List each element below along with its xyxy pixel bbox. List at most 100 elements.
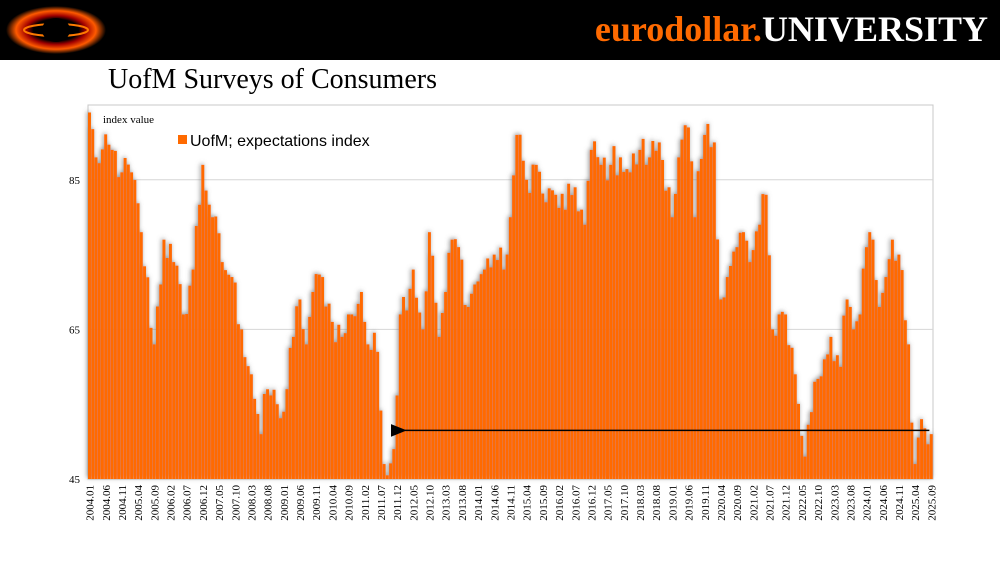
brand-part2: UNIVERSITY bbox=[761, 9, 988, 49]
bar bbox=[855, 321, 859, 479]
x-tick-label: 2018.03 bbox=[635, 485, 647, 521]
bar bbox=[473, 284, 477, 479]
bar bbox=[890, 239, 894, 479]
bar bbox=[295, 306, 299, 479]
bar bbox=[91, 129, 95, 479]
bar bbox=[761, 194, 765, 479]
x-tick-label: 2020.09 bbox=[732, 485, 744, 521]
bar bbox=[771, 329, 775, 479]
bar bbox=[538, 171, 541, 480]
bar bbox=[822, 359, 826, 479]
bar bbox=[777, 314, 781, 479]
bar bbox=[272, 389, 276, 479]
bar bbox=[606, 180, 609, 479]
x-tick-label: 2010.09 bbox=[344, 485, 356, 521]
bar bbox=[308, 316, 312, 479]
bar bbox=[576, 211, 580, 479]
bar bbox=[819, 376, 823, 479]
bar bbox=[580, 209, 584, 479]
bar bbox=[593, 141, 597, 479]
x-tick-label: 2013.03 bbox=[441, 485, 453, 521]
bar bbox=[596, 157, 600, 479]
bar bbox=[641, 138, 645, 479]
bar bbox=[729, 266, 733, 479]
bar bbox=[162, 239, 166, 479]
bar bbox=[246, 366, 250, 479]
x-tick-label: 2016.02 bbox=[554, 485, 566, 521]
bar bbox=[214, 216, 218, 479]
x-tick-label: 2019.06 bbox=[684, 485, 696, 521]
bar bbox=[693, 217, 697, 479]
bar bbox=[615, 175, 619, 479]
bar bbox=[528, 192, 532, 480]
bar bbox=[369, 349, 373, 479]
bar bbox=[372, 332, 376, 479]
x-tick-label: 2004.11 bbox=[117, 485, 129, 520]
bar bbox=[314, 274, 318, 479]
slide-title: UofM Surveys of Consumers bbox=[108, 64, 437, 95]
bar bbox=[602, 157, 606, 479]
bar bbox=[453, 239, 457, 479]
x-tick-label: 2006.02 bbox=[166, 485, 178, 521]
bar bbox=[256, 414, 260, 479]
bar bbox=[285, 389, 289, 479]
x-tick-label: 2005.09 bbox=[149, 485, 161, 521]
bar bbox=[133, 180, 137, 479]
bar bbox=[648, 157, 652, 480]
x-tick-label: 2009.11 bbox=[311, 485, 323, 520]
bar bbox=[275, 404, 279, 479]
bar bbox=[311, 292, 315, 479]
bar bbox=[100, 149, 104, 479]
x-tick-label: 2005.04 bbox=[133, 485, 145, 521]
bar bbox=[712, 142, 716, 479]
bar bbox=[421, 329, 425, 479]
bar bbox=[482, 269, 486, 479]
bar bbox=[347, 314, 350, 479]
bar bbox=[136, 203, 140, 479]
bar bbox=[337, 324, 341, 479]
bar bbox=[920, 419, 924, 479]
bar bbox=[194, 226, 198, 479]
x-tick-label: 2023.08 bbox=[845, 485, 857, 521]
bar bbox=[495, 260, 499, 479]
bar bbox=[518, 134, 522, 479]
bar bbox=[181, 314, 185, 479]
bar bbox=[298, 299, 302, 479]
bar bbox=[146, 277, 150, 479]
bar bbox=[800, 435, 804, 479]
bar bbox=[243, 357, 247, 479]
bar bbox=[512, 175, 516, 479]
x-tick-label: 2018.08 bbox=[651, 485, 663, 521]
bar bbox=[159, 284, 163, 479]
x-tick-label: 2011.07 bbox=[376, 485, 388, 521]
bar bbox=[719, 299, 723, 479]
bar bbox=[470, 293, 474, 479]
bar bbox=[680, 139, 684, 479]
x-tick-label: 2014.11 bbox=[506, 485, 518, 520]
bar bbox=[143, 266, 147, 479]
bar bbox=[233, 282, 237, 479]
bar bbox=[848, 306, 852, 479]
bar bbox=[845, 299, 849, 479]
bar bbox=[531, 164, 535, 479]
bar bbox=[881, 292, 885, 479]
bar bbox=[350, 314, 354, 479]
bar bbox=[809, 412, 813, 479]
bar bbox=[839, 366, 843, 479]
bar bbox=[282, 411, 286, 479]
bar bbox=[599, 164, 603, 479]
bar bbox=[139, 232, 143, 479]
bar bbox=[460, 259, 464, 479]
bar bbox=[929, 434, 933, 479]
bar bbox=[301, 329, 305, 479]
x-tick-label: 2011.12 bbox=[392, 485, 404, 520]
bar bbox=[667, 187, 671, 479]
bar bbox=[476, 281, 480, 479]
x-tick-label: 2016.07 bbox=[570, 485, 582, 521]
bar bbox=[236, 324, 240, 479]
bar bbox=[842, 315, 846, 479]
bar bbox=[418, 312, 422, 479]
bar bbox=[327, 303, 331, 479]
x-tick-label: 2008.08 bbox=[263, 485, 275, 521]
